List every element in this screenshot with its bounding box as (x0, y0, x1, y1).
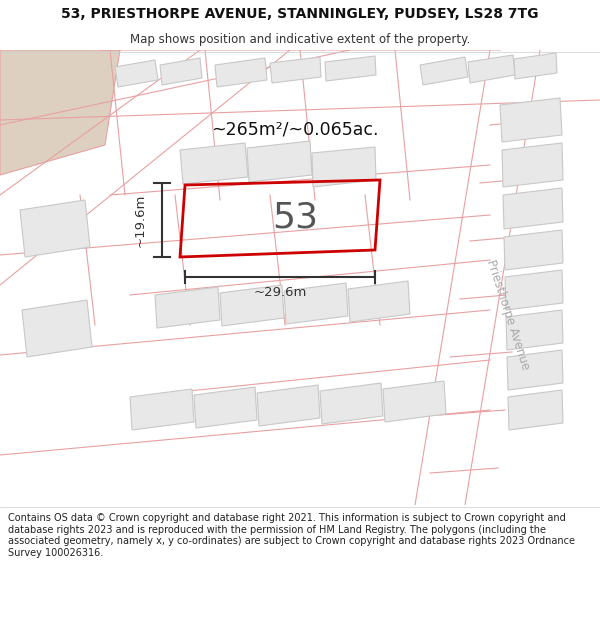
Text: Priesthorpe Avenue: Priesthorpe Avenue (484, 258, 532, 372)
Polygon shape (468, 55, 515, 83)
Text: 53: 53 (272, 201, 318, 235)
Polygon shape (503, 188, 563, 229)
Polygon shape (130, 389, 194, 430)
Polygon shape (20, 200, 90, 257)
Polygon shape (514, 53, 557, 79)
Polygon shape (180, 143, 248, 184)
Polygon shape (506, 310, 563, 350)
Polygon shape (220, 285, 284, 326)
Polygon shape (284, 283, 348, 324)
Text: Map shows position and indicative extent of the property.: Map shows position and indicative extent… (130, 32, 470, 46)
Text: ~19.6m: ~19.6m (133, 193, 146, 247)
Text: ~29.6m: ~29.6m (253, 286, 307, 299)
Text: ~265m²/~0.065ac.: ~265m²/~0.065ac. (211, 121, 379, 139)
Polygon shape (420, 57, 468, 85)
Polygon shape (500, 98, 562, 142)
Polygon shape (508, 390, 563, 430)
Polygon shape (194, 387, 257, 428)
Polygon shape (507, 350, 563, 390)
Polygon shape (505, 270, 563, 310)
Polygon shape (320, 383, 383, 424)
Polygon shape (215, 58, 267, 87)
Polygon shape (325, 56, 376, 81)
Polygon shape (383, 381, 446, 422)
Polygon shape (312, 147, 376, 187)
Polygon shape (22, 300, 92, 357)
Text: Contains OS data © Crown copyright and database right 2021. This information is : Contains OS data © Crown copyright and d… (8, 513, 575, 558)
Polygon shape (115, 60, 158, 87)
Polygon shape (0, 50, 120, 175)
Text: 53, PRIESTHORPE AVENUE, STANNINGLEY, PUDSEY, LS28 7TG: 53, PRIESTHORPE AVENUE, STANNINGLEY, PUD… (61, 7, 539, 21)
Polygon shape (155, 287, 220, 328)
Polygon shape (348, 281, 410, 322)
Polygon shape (247, 141, 312, 182)
Polygon shape (504, 230, 563, 270)
Polygon shape (270, 57, 321, 83)
Polygon shape (160, 58, 202, 85)
Polygon shape (257, 385, 320, 426)
Polygon shape (502, 143, 563, 187)
